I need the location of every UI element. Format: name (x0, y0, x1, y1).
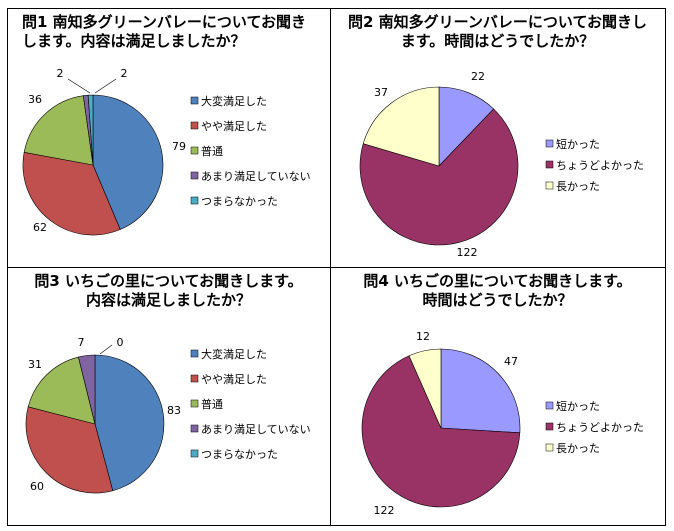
data-label: 36 (28, 93, 42, 106)
legend-swatch (190, 374, 199, 383)
pie-slice-3 (362, 86, 440, 167)
chart-title-line: 問1 南知多グリーンバレーについてお聞き (22, 13, 307, 31)
legend-label: ちょうどよかった (556, 159, 644, 172)
legend-swatch (190, 96, 199, 105)
legend-swatch (545, 422, 554, 431)
leader-line (94, 78, 117, 94)
pie-slice-3 (408, 348, 442, 429)
legend-label: つまらなかった (201, 195, 278, 208)
chart-panel-q3: 問3 いちごの里についてお聞きします。 内容は満足しましたか？ 83 60 31 7 0 大… (8, 268, 329, 524)
chart-title-q2: 問2 南知多グリーンバレーについてお聞きし ます。時間はどうでしたか？ (331, 13, 664, 51)
data-label: 62 (33, 221, 47, 234)
pie-slice-1 (92, 94, 164, 230)
legend-swatch (190, 449, 199, 458)
legend-label: 短かった (556, 399, 600, 413)
legend-swatch (545, 181, 554, 190)
data-label: 31 (28, 358, 42, 371)
data-label: 79 (172, 140, 186, 153)
data-label: 12 (416, 330, 430, 343)
pie-slice-3 (27, 356, 96, 425)
chart-title-line: 問2 南知多グリーンバレーについてお聞きし (347, 13, 647, 31)
chart-title-q1: 問1 南知多グリーンバレーについてお聞き します。内容は満足しましたか？ (22, 13, 306, 51)
pie-slice-2 (22, 151, 121, 236)
data-label: 2 (57, 67, 64, 80)
chart-title-line: 内容は満足しましたか？ (85, 291, 251, 309)
legend-swatch (545, 401, 554, 410)
legend-label: 長かった (556, 180, 600, 193)
chart-title-q3: 問3 いちごの里についてお聞きします。 内容は満足しましたか？ (8, 272, 329, 310)
legend-label: 普通 (201, 397, 223, 411)
data-label: 83 (167, 404, 181, 417)
leader-line (67, 78, 91, 94)
data-label: 0 (117, 336, 124, 349)
chart-title-line: ます。時間はどうでしたか？ (400, 32, 595, 50)
pie-slice-3 (23, 95, 94, 166)
chart-title-q4: 問4 いちごの里についてお聞きします。 時間はどうでしたか？ (331, 272, 664, 310)
chart-panel-q2: 問2 南知多グリーンバレーについてお聞きし ます。時間はどうでしたか？ 22 122… (331, 9, 664, 266)
legend-label: あまり満足していない (201, 423, 311, 436)
data-label: 122 (457, 246, 478, 259)
leader-line (99, 344, 113, 355)
data-label: 60 (30, 480, 44, 493)
legend-label: 短かった (556, 137, 600, 151)
pie-slice-1 (440, 348, 521, 434)
chart-title-line: します。内容は満足しましたか？ (22, 32, 246, 50)
data-label: 22 (471, 70, 485, 83)
legend-swatch (190, 171, 199, 180)
legend-swatch (545, 443, 554, 452)
legend-label: つまらなかった (201, 448, 278, 461)
legend-label: あまり満足していない (201, 170, 311, 183)
data-label: 2 (121, 67, 128, 80)
pie-slice-1 (438, 86, 495, 167)
legend-label: やや満足した (201, 373, 267, 386)
legend-swatch (190, 196, 199, 205)
legend-label: 大変満足した (201, 347, 267, 361)
legend-swatch (545, 160, 554, 169)
legend-swatch (545, 139, 554, 148)
data-label: 7 (78, 336, 85, 349)
pie-slice-2 (361, 355, 521, 508)
chart-title-line: 問4 いちごの里についてお聞きします。 (363, 272, 632, 290)
data-label: 122 (374, 504, 395, 517)
legend-label: 大変満足した (201, 94, 267, 108)
legend-label: やや満足した (201, 120, 267, 133)
legend-label: 普通 (201, 144, 223, 158)
chart-title-line: 問3 いちごの里についてお聞きします。 (34, 272, 303, 290)
legend-label: 長かった (556, 442, 600, 455)
pie-slice-1 (94, 354, 165, 492)
legend-swatch (190, 399, 199, 408)
pie-slice-5 (87, 94, 94, 166)
legend-swatch (190, 424, 199, 433)
chart-panel-q4: 問4 いちごの里についてお聞きします。 時間はどうでしたか？ 47 122 12 短かっ… (331, 268, 664, 524)
legend-swatch (190, 146, 199, 155)
data-label: 47 (504, 355, 518, 368)
legend-swatch (190, 121, 199, 130)
pie-slice-4 (78, 354, 96, 425)
pie-slice-2 (25, 406, 114, 494)
legend-swatch (190, 349, 199, 358)
chart-panel-q1: 問1 南知多グリーンバレーについてお聞き します。内容は満足しましたか？ 79 62… (8, 9, 329, 266)
chart-title-line: 時間はどうでしたか？ (422, 291, 573, 309)
legend-label: ちょうどよかった (556, 421, 644, 434)
data-label: 37 (374, 86, 388, 99)
pie-slice-2 (359, 108, 519, 246)
